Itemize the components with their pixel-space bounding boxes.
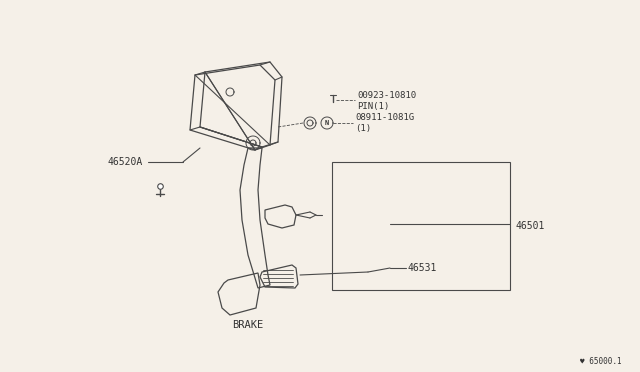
Text: BRAKE: BRAKE [232,320,264,330]
Text: ♥ 65000.1: ♥ 65000.1 [580,357,621,366]
Bar [332,162,510,290]
Text: 00923-10810: 00923-10810 [357,90,416,99]
Text: 46501: 46501 [515,221,545,231]
Text: 46531: 46531 [408,263,437,273]
Text: (1): (1) [355,125,371,134]
Text: N: N [325,120,329,126]
Text: 08911-1081G: 08911-1081G [355,113,414,122]
Text: 46520A: 46520A [108,157,143,167]
Text: PIN(1): PIN(1) [357,103,389,112]
